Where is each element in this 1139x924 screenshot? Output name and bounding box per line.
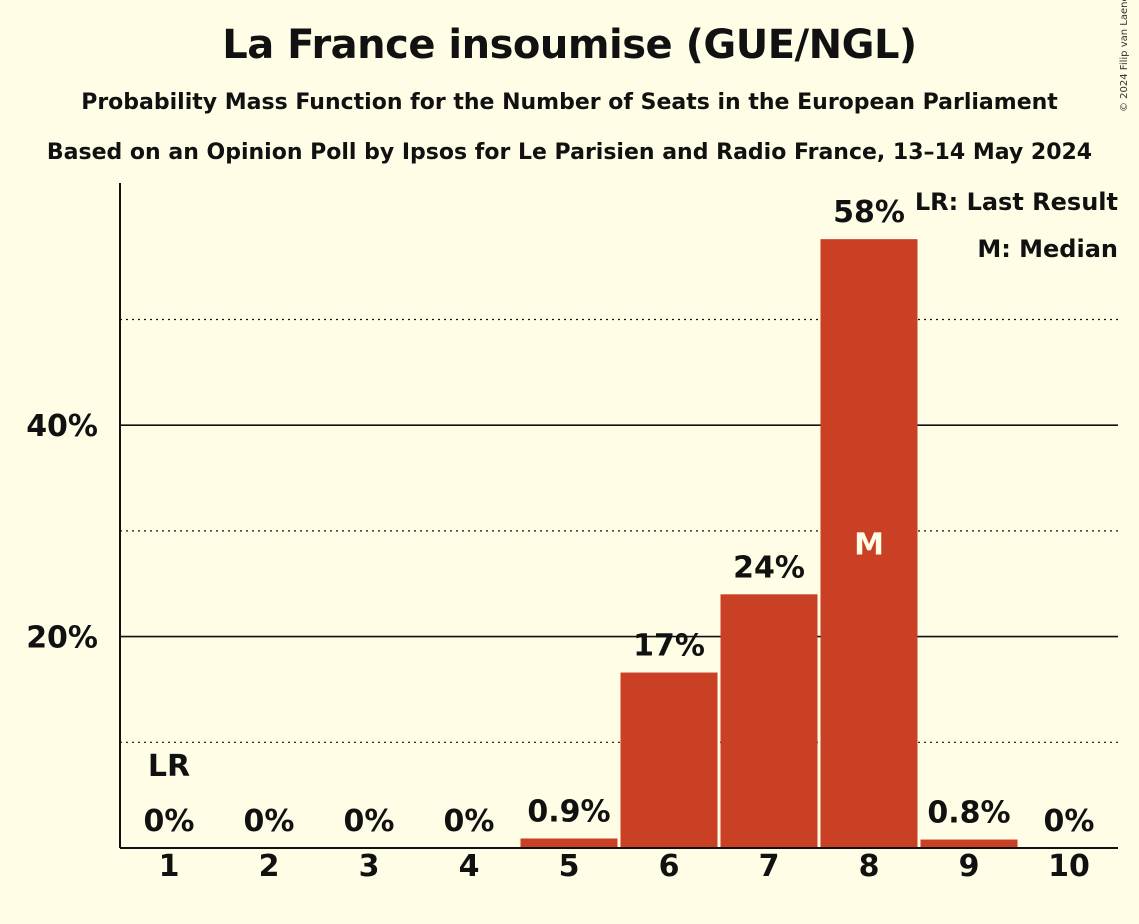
data-label: 0% — [244, 804, 295, 839]
x-tick-label: 4 — [459, 849, 480, 884]
bar — [620, 672, 718, 848]
x-tick-label: 6 — [659, 849, 680, 884]
x-tick-label: 5 — [559, 849, 580, 884]
bar — [820, 239, 918, 849]
x-tick-label: 3 — [359, 849, 380, 884]
data-label: 0% — [344, 804, 395, 839]
data-label: 0% — [1044, 804, 1095, 839]
chart-source-line: Based on an Opinion Poll by Ipsos for Le… — [46, 140, 1093, 165]
legend-median: M: Median — [977, 235, 1118, 263]
x-tick-label: 8 — [859, 849, 880, 884]
last-result-marker: LR — [148, 749, 190, 784]
axes: 20% 40% 1 2 3 4 5 6 7 8 9 10 — [26, 183, 1118, 884]
data-label: 0% — [144, 804, 195, 839]
gridlines — [120, 318, 1118, 743]
x-tick-label: 10 — [1048, 849, 1090, 884]
chart-subtitle: Probability Mass Function for the Number… — [81, 90, 1058, 115]
data-label: 17% — [633, 629, 705, 664]
bar — [720, 594, 818, 848]
chart-title: La France insoumise (GUE/NGL) — [222, 22, 917, 68]
data-label: 0.8% — [927, 796, 1010, 831]
data-label: 0.9% — [527, 794, 610, 829]
data-label: 58% — [833, 195, 905, 230]
bar — [920, 839, 1018, 848]
data-label: 24% — [733, 550, 805, 585]
bars — [520, 239, 1018, 849]
median-marker: M — [854, 528, 884, 563]
data-labels: 0% LR 0% 0% 0% 0.9% 17% 24% 58% M 0.8% 0% — [144, 195, 1095, 839]
x-tick-label: 2 — [259, 849, 280, 884]
bar — [520, 838, 618, 848]
x-tick-label: 7 — [759, 849, 780, 884]
legend-last-result: LR: Last Result — [915, 188, 1118, 216]
x-tick-label: 9 — [959, 849, 980, 884]
data-label: 0% — [444, 804, 495, 839]
x-tick-label: 1 — [159, 849, 180, 884]
y-tick-label: 40% — [26, 409, 98, 444]
y-tick-label: 20% — [26, 621, 98, 656]
